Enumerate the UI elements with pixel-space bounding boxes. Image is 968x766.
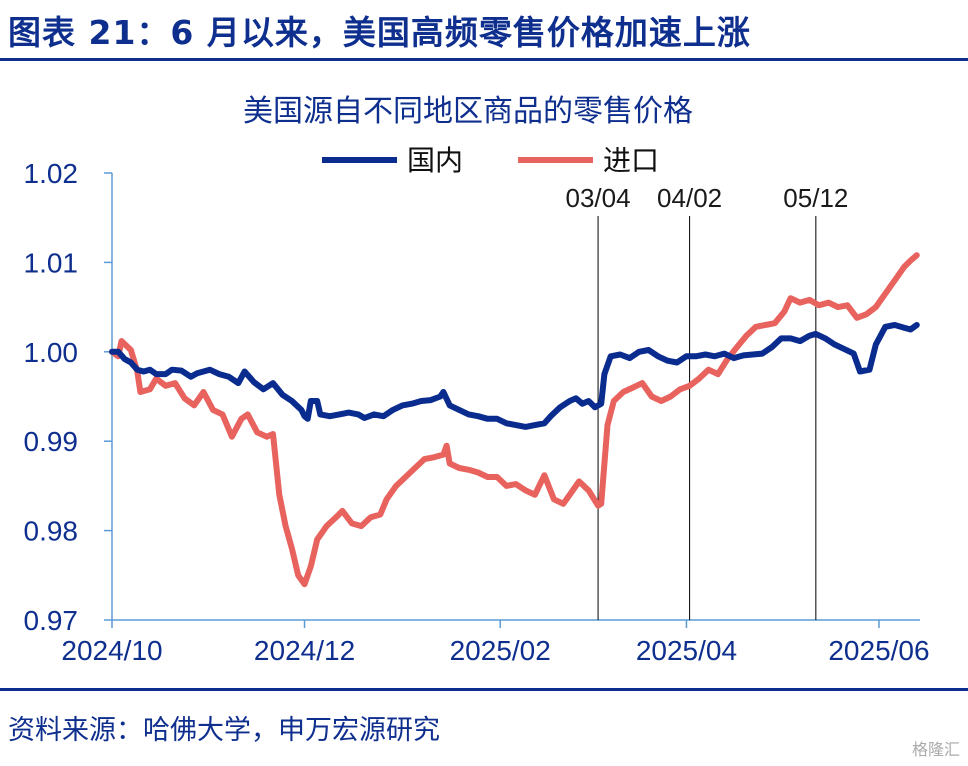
y-tick-label: 0.97: [24, 605, 79, 636]
legend-label-domestic: 国内: [407, 145, 463, 176]
legend: 国内 进口: [322, 145, 659, 176]
series-group: [109, 252, 920, 588]
y-tick-label: 1.01: [24, 247, 79, 278]
y-tick-label: 1.02: [24, 158, 79, 189]
footer-rule: [0, 688, 968, 691]
event-lines: 03/04 04/02 05/12: [566, 183, 848, 620]
y-tick-label: 0.98: [24, 516, 79, 547]
series-line-imported: [109, 252, 920, 588]
source-note: 资料来源：哈佛大学，申万宏源研究: [8, 715, 440, 746]
event-label: 03/04: [566, 183, 631, 213]
watermark: 格隆汇: [911, 740, 960, 759]
event-label: 04/02: [657, 183, 722, 213]
legend-label-imported: 进口: [603, 145, 659, 176]
x-tick-label: 2025/06: [828, 635, 929, 666]
x-tick-label: 2024/10: [61, 635, 162, 666]
line-chart: 美国源自不同地区商品的零售价格 国内 进口 1.02 1.01 1.00 0.99 0.9…: [24, 95, 930, 666]
x-tick-label: 2025/04: [636, 635, 737, 666]
x-tick-label: 2024/12: [254, 635, 355, 666]
series-line-domestic: [109, 322, 920, 430]
y-tick-label: 0.99: [24, 426, 79, 457]
chart-title: 美国源自不同地区商品的零售价格: [243, 95, 693, 128]
event-label: 05/12: [783, 183, 848, 213]
y-tick-label: 1.00: [24, 337, 79, 368]
header-rule: [0, 58, 968, 61]
figure-title: 图表 21：6 月以来，美国高频零售价格加速上涨: [8, 13, 751, 52]
x-tick-label: 2025/02: [450, 635, 551, 666]
